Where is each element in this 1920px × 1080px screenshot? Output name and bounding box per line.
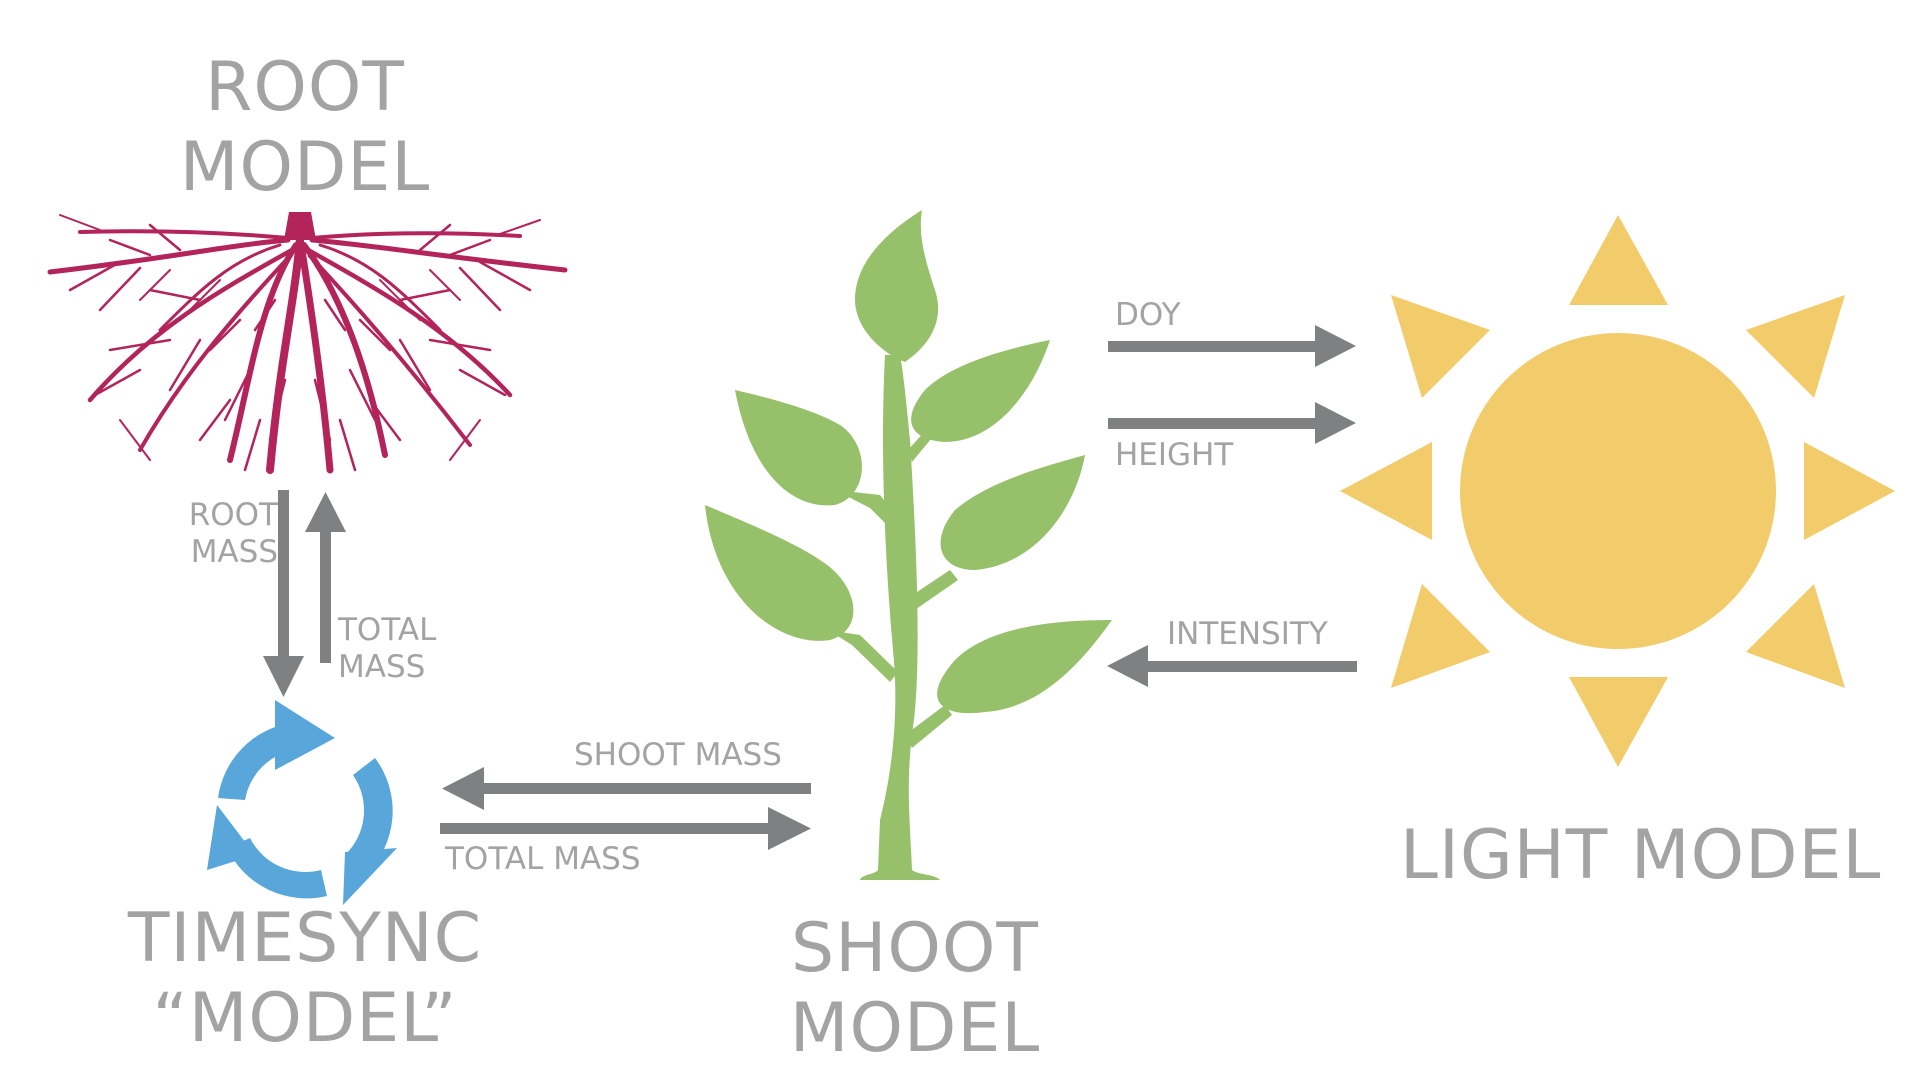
arrow-root-mass-down — [278, 490, 289, 662]
cycle-arrows-icon — [207, 700, 397, 905]
light-model-title: LIGHT MODEL — [1400, 822, 1881, 890]
root-model-title: ROOT MODEL — [180, 54, 430, 202]
total-mass-right-label: TOTAL MASS — [445, 844, 641, 875]
arrowhead-height — [1315, 402, 1356, 444]
shoot-mass-label: SHOOT MASS — [574, 740, 782, 771]
intensity-text: INTENSITY — [1167, 616, 1328, 652]
total-mass-right-text: TOTAL MASS — [445, 841, 641, 877]
doy-text: DOY — [1115, 297, 1181, 333]
root-model-line1: ROOT — [205, 48, 405, 127]
light-model-text: LIGHT MODEL — [1400, 816, 1882, 895]
shoot-mass-text: SHOOT MASS — [574, 737, 782, 773]
intensity-label: INTENSITY — [1167, 619, 1328, 650]
total-mass-up-label: TOTAL MASS — [338, 615, 458, 683]
arrowhead-up — [305, 492, 346, 532]
total-mass-up-line1: TOTAL — [338, 612, 437, 648]
arrow-shoot-mass-left — [480, 783, 811, 794]
timesync-shoot-arrows — [440, 767, 811, 850]
shoot-model-line1: SHOOT — [791, 909, 1039, 988]
timesync-model-title: TIMESYNC “MODEL” — [127, 899, 483, 1058]
root-model-line2: MODEL — [179, 128, 431, 207]
shoot-model-line2: MODEL — [789, 989, 1041, 1068]
root-timesync-arrows — [263, 490, 346, 697]
root-mass-line2: MASS — [190, 534, 278, 570]
arrowhead-intensity — [1107, 645, 1148, 687]
shoot-light-arrows — [1107, 325, 1357, 687]
arrowhead-doy — [1315, 325, 1356, 367]
sun-icon — [1340, 215, 1895, 767]
root-system-icon — [47, 212, 568, 474]
arrowhead-left — [442, 767, 484, 810]
shoot-model-title: SHOOT MODEL — [780, 915, 1050, 1063]
timesync-line1: TIMESYNC — [127, 899, 483, 978]
arrowhead-right — [768, 807, 811, 850]
arrow-intensity-left — [1145, 661, 1357, 672]
doy-label: DOY — [1115, 300, 1181, 331]
root-mass-label: ROOT MASS — [168, 500, 278, 568]
root-mass-line1: ROOT — [188, 497, 278, 533]
arrow-doy-right — [1108, 341, 1318, 352]
plant-icon — [705, 210, 1112, 880]
height-label: HEIGHT — [1115, 440, 1233, 471]
total-mass-up-line2: MASS — [338, 649, 426, 685]
arrowhead-down — [263, 656, 304, 697]
arrow-total-mass-right — [440, 823, 771, 834]
height-text: HEIGHT — [1115, 437, 1234, 473]
timesync-line2: “MODEL” — [152, 979, 458, 1058]
arrow-height-right — [1108, 418, 1318, 429]
arrow-total-mass-up — [320, 525, 331, 663]
